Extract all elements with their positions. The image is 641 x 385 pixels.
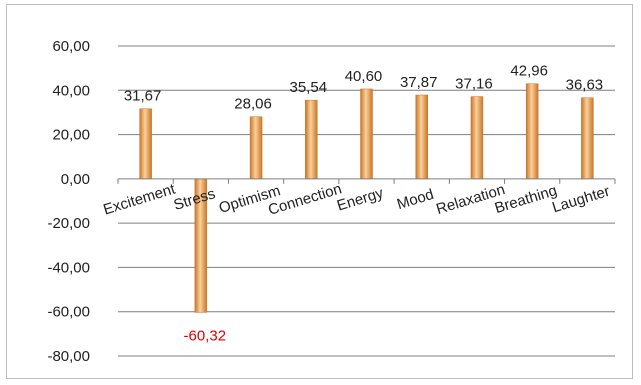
- bar-connection: [305, 99, 318, 180]
- chart-area: 60,00 40,00 20,00 0,00 -20,00 -40,00 -60,00 -80…: [6, 4, 633, 379]
- data-label: -60,32: [184, 327, 227, 344]
- y-tick-label: -60,00: [47, 304, 90, 321]
- data-label: 28,06: [234, 96, 272, 113]
- bar-mood: [415, 94, 428, 180]
- data-label: 40,60: [345, 68, 383, 85]
- x-axis: [117, 178, 616, 184]
- bar-excitement: [139, 108, 152, 180]
- y-tick-label: -20,00: [47, 215, 90, 232]
- bar-chart: 60,00 40,00 20,00 0,00 -20,00 -40,00 -60,00 -80…: [47, 38, 616, 365]
- category-label: Laughter: [550, 183, 612, 217]
- y-tick-label: -40,00: [47, 259, 90, 276]
- data-label: 35,54: [290, 79, 328, 96]
- y-tick-label: -80,00: [47, 348, 90, 365]
- data-labels: 31,67 -60,32 28,06 35,54 40,60 37,87 37,16 42,9…: [124, 63, 603, 345]
- bar-energy: [360, 88, 373, 180]
- bar-breathing: [525, 83, 539, 180]
- data-label: 37,16: [455, 76, 493, 93]
- data-label: 37,87: [400, 74, 438, 91]
- y-tick-label: 0,00: [61, 171, 90, 188]
- bar-optimism: [249, 116, 263, 180]
- bar-relaxation: [470, 96, 484, 180]
- y-axis-tick-labels: 60,00 40,00 20,00 0,00 -20,00 -40,00 -60,00 -80…: [47, 38, 90, 365]
- data-label: 42,96: [510, 63, 548, 80]
- data-label: 31,67: [124, 88, 162, 105]
- y-tick-label: 40,00: [52, 82, 90, 99]
- category-label: Energy: [335, 184, 386, 214]
- category-label: Stress: [172, 185, 218, 214]
- data-label: 36,63: [566, 77, 604, 94]
- y-tick-label: 60,00: [52, 38, 90, 55]
- bar-laughter: [581, 97, 594, 180]
- y-tick-label: 20,00: [52, 127, 90, 144]
- category-label: Mood: [395, 186, 436, 213]
- category-label: Excitement: [101, 180, 178, 218]
